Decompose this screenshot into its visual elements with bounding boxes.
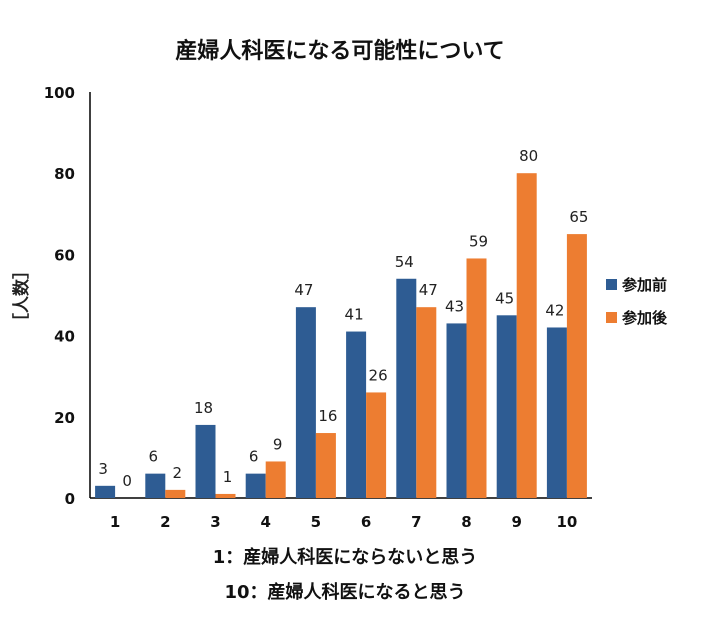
bars xyxy=(95,173,587,498)
bar-before xyxy=(95,485,116,498)
data-label: 43 xyxy=(445,297,464,315)
y-tick-label: 40 xyxy=(54,328,75,346)
data-label: 1 xyxy=(223,468,233,486)
bar-before xyxy=(145,473,166,498)
bar-after xyxy=(416,307,437,498)
x-tick-label: 5 xyxy=(311,513,321,531)
bar-before xyxy=(346,331,367,498)
data-label: 41 xyxy=(345,306,364,324)
chart-title: 産婦人科医になる可能性について xyxy=(175,38,504,64)
data-label: 2 xyxy=(173,464,183,482)
bar-after xyxy=(566,234,587,498)
bar-before xyxy=(396,278,417,498)
x-tick-label: 3 xyxy=(210,513,220,531)
legend-swatch xyxy=(606,312,617,323)
x-tick-label: 10 xyxy=(556,513,577,531)
x-tick-label: 8 xyxy=(461,513,471,531)
x-tick-label: 1 xyxy=(110,513,120,531)
data-label: 47 xyxy=(419,281,438,299)
x-tick-label: 2 xyxy=(160,513,170,531)
bar-after xyxy=(466,258,487,498)
bar-after xyxy=(215,493,236,498)
y-tick-label: 0 xyxy=(65,490,75,508)
bar-after xyxy=(366,392,387,498)
data-label: 6 xyxy=(249,448,259,466)
bar-after xyxy=(516,173,537,498)
y-axis-label: ［人数］ xyxy=(11,262,32,330)
bar-after xyxy=(165,489,186,498)
chart-note-1: 1：産婦人科医にならないと思う xyxy=(213,546,478,568)
data-label: 18 xyxy=(194,399,213,417)
data-label: 6 xyxy=(149,448,159,466)
x-tick-label: 4 xyxy=(260,513,270,531)
data-label: 45 xyxy=(495,289,514,307)
chart-note-2: 10：産婦人科医になると思う xyxy=(224,581,465,603)
data-label: 9 xyxy=(273,435,283,453)
data-label: 3 xyxy=(98,460,108,478)
data-label: 0 xyxy=(122,472,132,490)
data-label: 16 xyxy=(318,407,337,425)
data-labels: 3 6 18 6 47 41 54 43 45 42 0 2 1 9 16 26 47 59 80 65 xyxy=(98,147,588,490)
y-tick-label: 100 xyxy=(44,84,75,102)
data-label: 59 xyxy=(469,232,488,250)
legend-label: 参加後 xyxy=(622,309,668,327)
bar-before xyxy=(546,327,567,498)
data-label: 42 xyxy=(545,301,564,319)
data-label: 80 xyxy=(519,147,538,165)
x-tick-label: 6 xyxy=(361,513,371,531)
data-label: 47 xyxy=(294,281,313,299)
bar-after xyxy=(265,461,286,498)
bar-before xyxy=(446,323,467,498)
bar-before xyxy=(245,473,266,498)
data-label: 26 xyxy=(369,366,388,384)
data-label: 54 xyxy=(395,253,414,271)
bar-before xyxy=(496,315,517,498)
y-tick-label: 60 xyxy=(54,246,75,264)
x-tick-label: 9 xyxy=(511,513,521,531)
bar-after xyxy=(315,433,336,498)
y-tick-label: 20 xyxy=(54,409,75,427)
data-label: 65 xyxy=(569,208,588,226)
bar-before xyxy=(295,307,316,498)
legend-swatch xyxy=(606,279,617,290)
y-tick-label: 80 xyxy=(54,165,75,183)
legend-label: 参加前 xyxy=(622,276,667,294)
x-tick-label: 7 xyxy=(411,513,421,531)
bar-before xyxy=(195,424,216,498)
